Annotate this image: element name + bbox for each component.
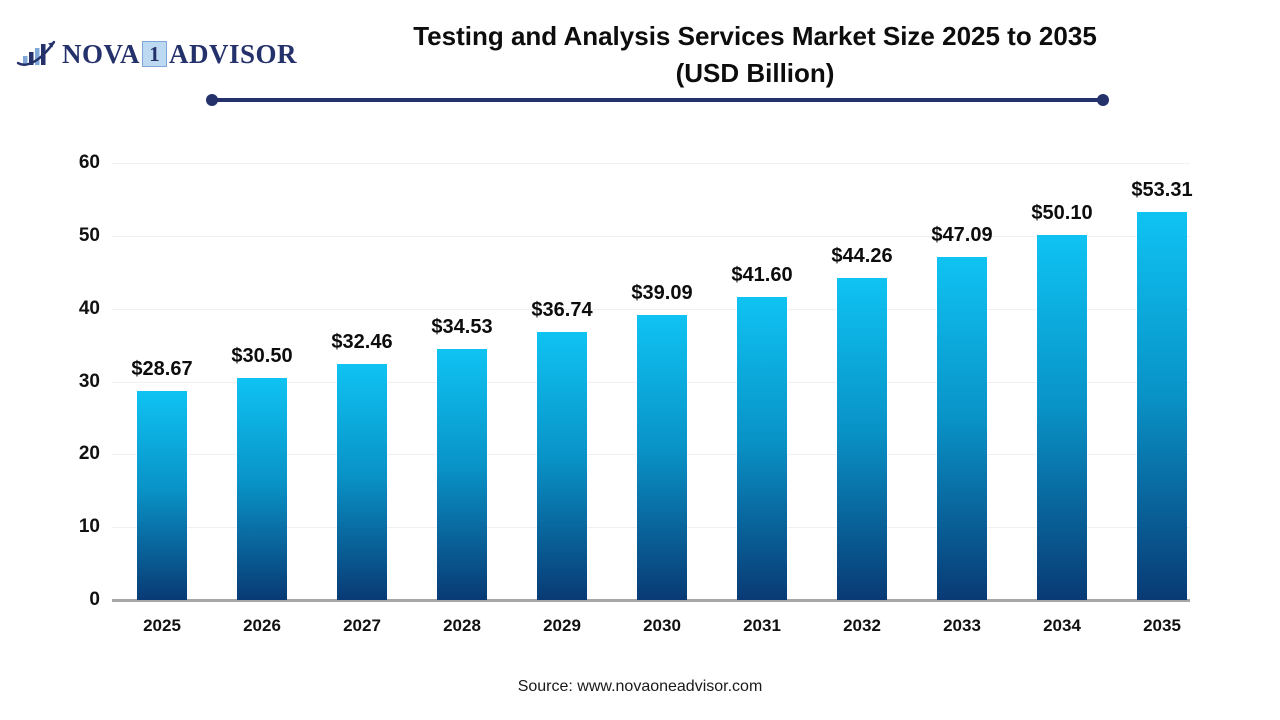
gridline — [112, 308, 1190, 310]
bar — [337, 363, 387, 600]
y-tick-label: 10 — [78, 516, 100, 538]
bar — [237, 377, 287, 600]
x-tick-label: 2028 — [443, 616, 481, 635]
bar — [1037, 235, 1087, 600]
y-tick-label: 50 — [78, 224, 100, 246]
x-tick-label: 2025 — [143, 616, 181, 635]
bar — [737, 297, 787, 600]
underline-left-dot — [206, 94, 218, 106]
bar — [837, 277, 887, 600]
y-tick-label: 40 — [78, 297, 100, 319]
bar — [637, 315, 687, 600]
bar-value-label: $32.46 — [331, 330, 393, 353]
x-tick-label: 2032 — [843, 616, 881, 635]
bar — [937, 257, 987, 600]
bar-value-label: $28.67 — [131, 358, 193, 381]
bar-value-label: $53.31 — [1131, 178, 1193, 201]
chart-title-line1: Testing and Analysis Services Market Siz… — [413, 21, 1097, 51]
x-tick-label: 2035 — [1143, 616, 1181, 635]
bar-value-label: $47.09 — [931, 224, 993, 247]
logo-text-advisor: ADVISOR — [169, 38, 298, 69]
bar-value-label: $34.53 — [431, 315, 493, 338]
title-underline — [206, 94, 1109, 106]
bar — [137, 391, 187, 600]
bar — [1137, 211, 1187, 600]
x-axis-baseline — [112, 599, 1190, 602]
y-tick-label: 30 — [78, 370, 100, 392]
bar — [437, 348, 487, 600]
x-tick-label: 2030 — [643, 616, 681, 635]
y-tick-label: 20 — [78, 443, 100, 465]
x-tick-label: 2029 — [543, 616, 581, 635]
x-tick-label: 2027 — [343, 616, 381, 635]
x-tick-label: 2033 — [943, 616, 981, 635]
logo-text-nova: NOVA — [62, 38, 141, 69]
y-tick-label: 60 — [78, 152, 100, 173]
y-tick-label: 0 — [89, 589, 100, 610]
chart-title: Testing and Analysis Services Market Siz… — [260, 18, 1250, 92]
source-text: Source: www.novaoneadvisor.com — [517, 678, 763, 695]
bar-value-label: $50.10 — [1031, 202, 1093, 225]
bar-value-label: $41.60 — [731, 264, 793, 287]
bar-value-label: $36.74 — [531, 299, 593, 322]
gridline — [112, 235, 1190, 237]
logo-bar-chart-icon — [16, 40, 56, 66]
x-tick-label: 2031 — [743, 616, 781, 635]
bar-chart-plot-area: 0 10 20 30 40 50 60 $28.67 2025 $30.50 2026 $32.46 2… — [79, 152, 1193, 635]
brand-logo: NOVA 1 ADVISOR — [16, 36, 297, 72]
bar — [537, 332, 587, 600]
bar-value-label: $30.50 — [231, 344, 293, 367]
logo-badge-one: 1 — [142, 41, 168, 67]
gridline — [112, 163, 1190, 164]
x-tick-label: 2026 — [243, 616, 281, 635]
bar-value-label: $39.09 — [631, 282, 693, 305]
bar-value-label: $44.26 — [831, 244, 893, 267]
chart-title-line2: (USD Billion) — [675, 58, 835, 88]
underline-right-dot — [1097, 94, 1109, 106]
x-tick-label: 2034 — [1043, 616, 1081, 635]
